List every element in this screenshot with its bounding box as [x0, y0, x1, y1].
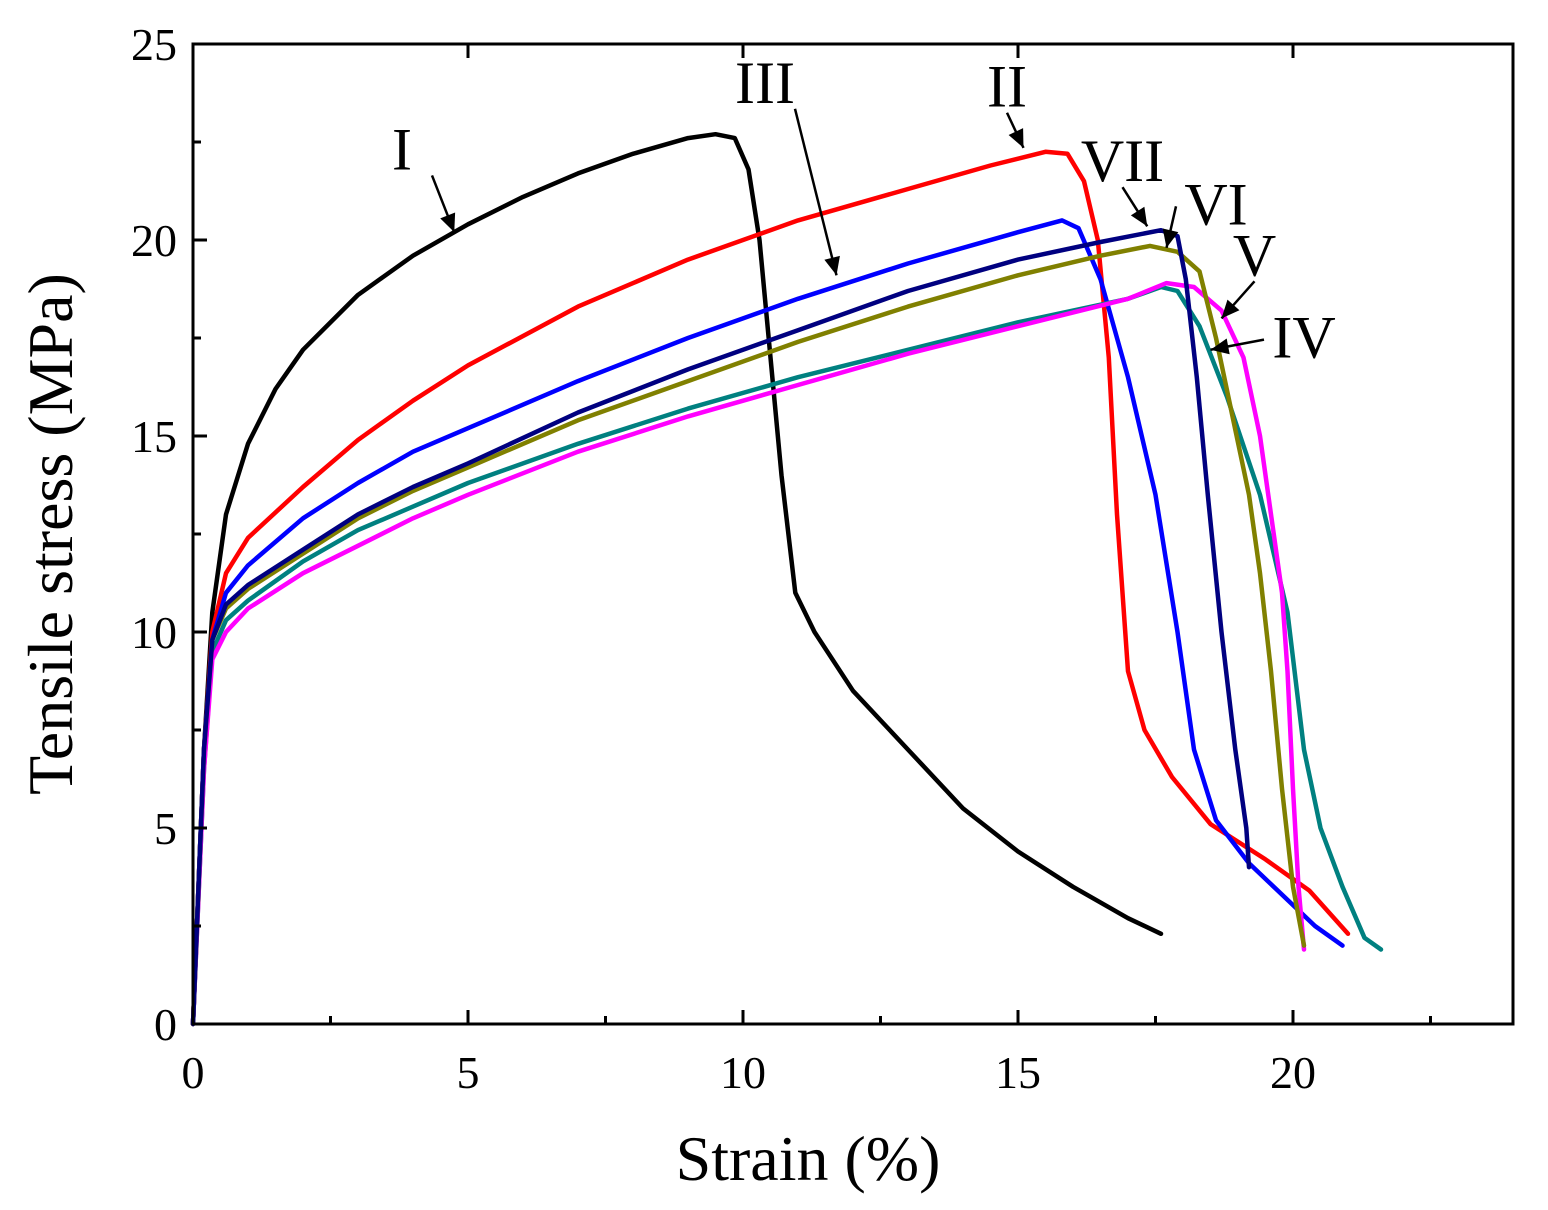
curve-label-VI: VI: [1184, 171, 1247, 237]
curve-label-III: III: [735, 50, 795, 116]
y-tick-label: 15: [131, 411, 177, 462]
curve-label-IV: IV: [1272, 305, 1335, 371]
y-tick-label: 0: [154, 999, 177, 1050]
series-layer: [190, 131, 1384, 1027]
curve-arrowhead-V: [1221, 299, 1240, 319]
ticks-layer: 0 5 10 15 20 0 5 10 15 20 25: [131, 19, 1432, 1098]
series-line-V: [190, 280, 1307, 1027]
y-axis-title: Tensile stress (MPa): [15, 273, 86, 795]
series-line-I: [190, 131, 1164, 1027]
x-tick-label: 0: [182, 1047, 205, 1098]
curve-label-II: II: [987, 54, 1027, 120]
series-line-VI: [190, 243, 1307, 1027]
x-tick-label: 15: [995, 1047, 1041, 1098]
curve-arrowhead-I: [440, 212, 456, 233]
x-tick-label: 5: [457, 1047, 480, 1098]
series-line-VII: [190, 227, 1252, 1027]
series-line-II: [190, 149, 1351, 1027]
curve-arrowhead-IV: [1210, 338, 1230, 355]
curve-arrowhead-II: [1008, 128, 1024, 148]
x-tick-label: 10: [720, 1047, 766, 1098]
x-tick-label: 20: [1270, 1047, 1316, 1098]
series-line-IV: [190, 284, 1384, 1027]
curve-label-I: I: [392, 116, 412, 182]
curve-arrow-III: [793, 108, 838, 276]
y-tick-label: 5: [154, 803, 177, 854]
curve-label-V: V: [1233, 222, 1276, 288]
y-tick-label: 20: [131, 215, 177, 266]
y-tick-label: 10: [131, 607, 177, 658]
series-line-III: [190, 218, 1345, 1027]
axes-frame: [191, 42, 1515, 1026]
x-axis-title: Strain (%): [676, 1123, 941, 1194]
y-tick-label: 25: [131, 19, 177, 70]
curve-arrowhead-III: [824, 255, 840, 276]
curve-arrowhead-VI: [1162, 228, 1179, 248]
curve-label-VII: VII: [1081, 128, 1164, 194]
curve-arrowhead-VII: [1130, 206, 1148, 227]
